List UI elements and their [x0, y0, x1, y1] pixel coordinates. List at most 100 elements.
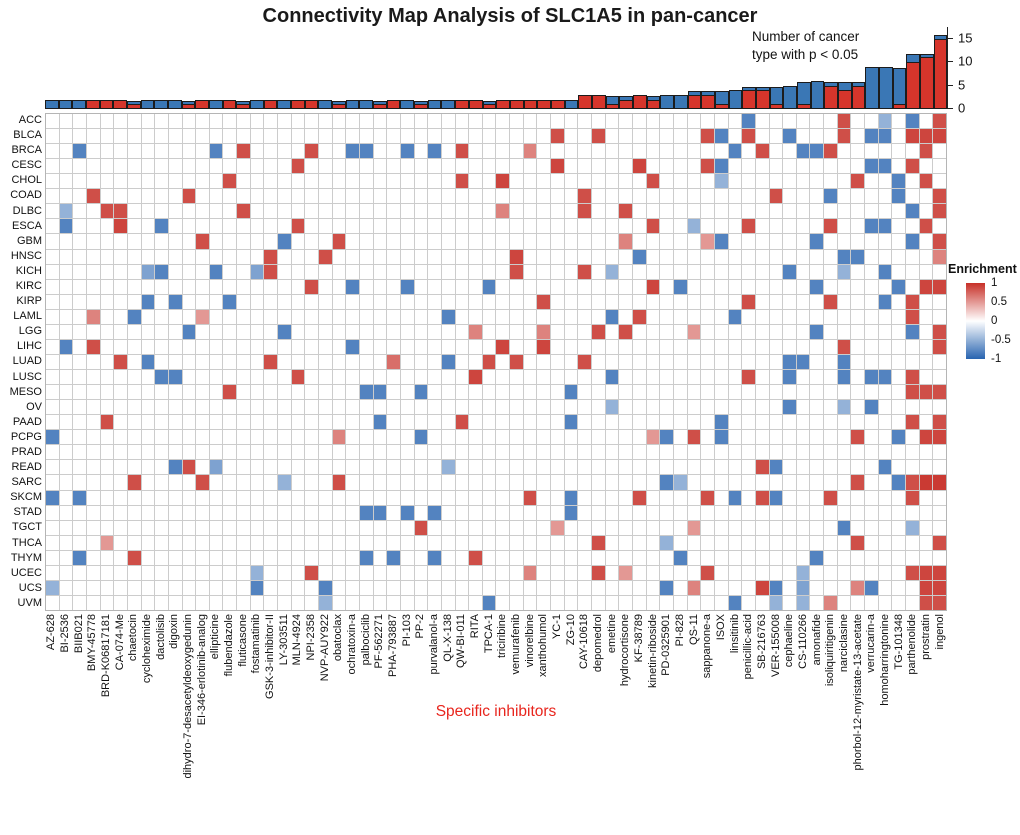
- heatmap-cell: [742, 565, 755, 580]
- heatmap-cell: [714, 460, 728, 475]
- bar-LY-303511: [277, 99, 292, 109]
- heatmap-cell: [373, 309, 387, 324]
- heatmap-cell: [359, 264, 373, 279]
- heatmap-cell: [755, 264, 769, 279]
- heatmap-cell: [469, 114, 482, 129]
- heatmap-cell: [155, 249, 168, 264]
- heatmap-cell: [346, 234, 359, 249]
- heatmap-cell: [892, 490, 906, 505]
- heatmap-cell: [687, 264, 701, 279]
- heatmap-cell: [182, 445, 196, 460]
- heatmap-cell: [387, 445, 400, 460]
- heatmap-cell: [346, 204, 359, 219]
- col-label-vemurafenib: vemurafenib: [509, 614, 522, 675]
- heatmap-cell: [619, 580, 632, 595]
- heatmap-cell: [660, 129, 673, 144]
- heatmap-cell: [291, 129, 305, 144]
- bar-QS-11: [687, 91, 702, 109]
- heatmap-cell: [728, 174, 742, 189]
- heatmap-cell: [441, 174, 455, 189]
- heatmap-cell: [783, 219, 796, 234]
- row-label-chol: CHOL: [11, 174, 42, 187]
- heatmap-cell: [291, 580, 305, 595]
- heatmap-cell: [414, 354, 428, 370]
- heatmap-cell: [933, 324, 946, 339]
- heatmap-cell: [660, 385, 673, 400]
- heatmap-cell: [619, 460, 632, 475]
- heatmap-cell: [209, 159, 223, 174]
- heatmap-cell: [182, 264, 196, 279]
- heatmap-cell: [592, 475, 605, 490]
- heatmap-cell: [250, 159, 264, 174]
- heatmap-cell: [264, 505, 278, 520]
- heatmap-cell: [865, 264, 878, 279]
- heatmap-cell: [673, 339, 687, 354]
- heatmap-cell: [196, 370, 209, 385]
- heatmap-cell: [223, 580, 237, 595]
- heatmap-cell: [510, 415, 523, 430]
- heatmap-cell: [237, 189, 250, 204]
- heatmap-cell: [592, 354, 605, 370]
- heatmap-cell: [237, 279, 250, 294]
- heatmap-cell: [592, 189, 605, 204]
- heatmap-cell: [73, 505, 86, 520]
- heatmap-cell: [564, 174, 578, 189]
- heatmap-cell: [155, 505, 168, 520]
- col-label-ly-303511: LY-303511: [277, 614, 290, 666]
- heatmap-cell: [496, 505, 510, 520]
- heatmap-cell: [605, 174, 619, 189]
- heatmap-cell: [155, 129, 168, 144]
- heatmap-cell: [701, 189, 714, 204]
- heatmap-cell: [619, 249, 632, 264]
- heatmap-cell: [441, 204, 455, 219]
- heatmap-cell: [701, 309, 714, 324]
- heatmap-cell: [660, 595, 673, 610]
- heatmap-cell: [359, 550, 373, 565]
- heatmap-cell: [810, 324, 824, 339]
- heatmap-cell: [141, 249, 155, 264]
- heatmap-cell: [892, 279, 906, 294]
- heatmap-cell: [100, 294, 114, 309]
- heatmap-cell: [346, 520, 359, 535]
- heatmap-cell: [291, 490, 305, 505]
- heatmap-cell: [810, 475, 824, 490]
- heatmap-cell: [182, 159, 196, 174]
- heatmap-cell: [633, 309, 646, 324]
- heatmap-cell: [291, 279, 305, 294]
- heatmap-cell: [783, 159, 796, 174]
- heatmap-cell: [824, 189, 837, 204]
- heatmap-cell: [332, 550, 346, 565]
- heatmap-cell: [933, 144, 946, 159]
- heatmap-cell: [701, 535, 714, 550]
- heatmap-cell: [851, 174, 865, 189]
- heatmap-cell: [86, 550, 100, 565]
- col-label-pi-828: PI-828: [673, 614, 686, 647]
- heatmap-cell: [73, 385, 86, 400]
- heatmap-cell: [264, 144, 278, 159]
- heatmap-cell: [400, 370, 414, 385]
- heatmap-cell: [755, 309, 769, 324]
- heatmap-cell: [73, 339, 86, 354]
- heatmap-cell: [114, 520, 127, 535]
- heatmap-cell: [400, 174, 414, 189]
- heatmap-cell: [660, 144, 673, 159]
- heatmap-cell: [223, 309, 237, 324]
- heatmap-cell: [633, 475, 646, 490]
- heatmap-cell: [851, 580, 865, 595]
- heatmap-cell: [551, 505, 564, 520]
- row-label-paad: PAAD: [12, 415, 42, 428]
- heatmap-cell: [196, 219, 209, 234]
- heatmap-cell: [196, 114, 209, 129]
- heatmap-cell: [482, 535, 496, 550]
- heatmap-cell: [933, 430, 946, 445]
- heatmap-cell: [196, 159, 209, 174]
- heatmap-cell: [714, 490, 728, 505]
- heatmap-cell: [237, 490, 250, 505]
- heatmap-cell: [114, 370, 127, 385]
- heatmap-cell: [919, 445, 933, 460]
- heatmap-cell: [387, 460, 400, 475]
- heatmap-cell: [783, 595, 796, 610]
- heatmap-cell: [660, 460, 673, 475]
- bar-segment-negative: [45, 99, 59, 109]
- heatmap-cell: [537, 204, 551, 219]
